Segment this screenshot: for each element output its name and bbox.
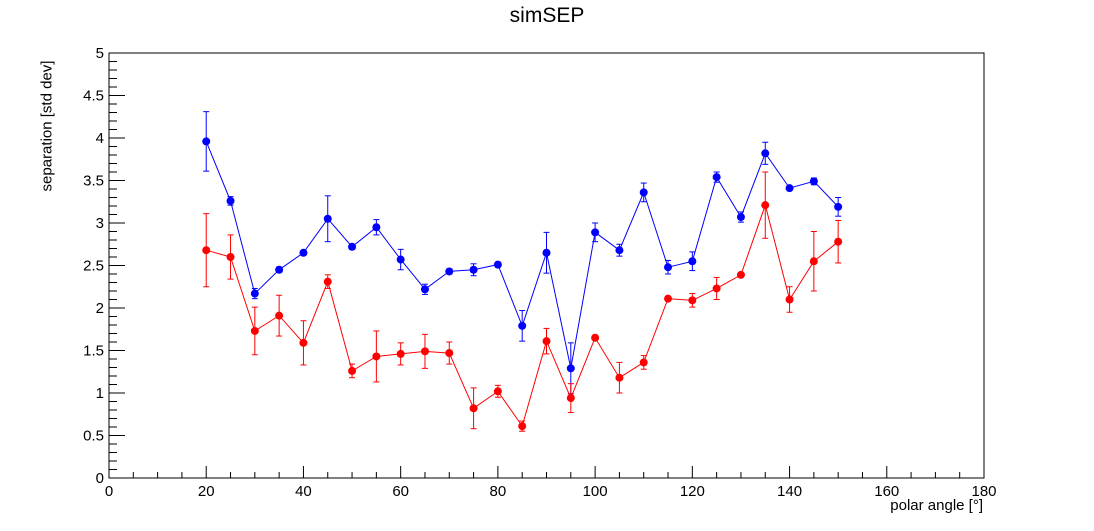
data-point [736, 213, 745, 222]
y-tick-label: 2 [96, 300, 104, 317]
y-tick-label: 2.5 [83, 258, 104, 275]
data-point [518, 321, 527, 330]
data-point [493, 387, 502, 396]
data-point [542, 337, 551, 346]
data-point [761, 201, 770, 210]
y-tick-label: 0 [96, 470, 104, 487]
data-point [688, 296, 697, 305]
data-point [469, 404, 478, 413]
data-point [348, 366, 357, 375]
data-point [615, 246, 624, 255]
data-point [250, 326, 259, 335]
data-point [202, 137, 211, 146]
data-point [250, 289, 259, 298]
y-tick-label: 4.5 [83, 88, 104, 105]
data-point [372, 223, 381, 232]
data-point [785, 295, 794, 304]
x-tick-label: 20 [198, 483, 215, 500]
data-point [639, 188, 648, 197]
data-point [323, 214, 332, 223]
chart-title: simSEP [509, 4, 585, 27]
data-point [445, 349, 454, 358]
data-point [299, 338, 308, 347]
data-point [275, 265, 284, 274]
data-point [372, 352, 381, 361]
y-tick-label: 5 [96, 45, 104, 62]
data-point [202, 246, 211, 255]
data-point [712, 173, 721, 182]
data-point [664, 294, 673, 303]
data-point [664, 263, 673, 272]
data-point [542, 248, 551, 257]
data-point [566, 364, 575, 373]
data-point [275, 311, 284, 320]
data-point [712, 284, 721, 293]
data-point [591, 333, 600, 342]
data-point [469, 265, 478, 274]
data-point [785, 184, 794, 193]
data-point [396, 349, 405, 358]
y-tick-label: 3 [96, 215, 104, 232]
y-tick-label: 4 [96, 130, 104, 147]
x-tick-label: 120 [680, 483, 705, 500]
y-tick-label: 3.5 [83, 173, 104, 190]
data-point [420, 285, 429, 294]
data-point [323, 277, 332, 286]
x-tick-label: 180 [971, 483, 996, 500]
series-layer [202, 111, 843, 432]
data-point [226, 253, 235, 261]
data-point [226, 196, 235, 205]
data-point [591, 228, 600, 237]
x-tick-label: 100 [583, 483, 608, 500]
data-point [299, 248, 308, 257]
x-tick-label: 80 [490, 483, 507, 500]
data-point [639, 358, 648, 367]
data-point [348, 242, 357, 251]
x-tick-label: 160 [874, 483, 899, 500]
y-tick-label: 1 [96, 385, 104, 402]
x-tick-label: 0 [105, 483, 113, 500]
data-point [396, 255, 405, 264]
data-point [834, 237, 843, 246]
data-point [420, 347, 429, 356]
data-point [518, 422, 527, 431]
data-point [809, 177, 818, 186]
y-tick-label: 1.5 [83, 343, 104, 360]
data-point [445, 267, 454, 276]
data-point [834, 202, 843, 211]
data-point [736, 270, 745, 279]
x-tick-label: 40 [295, 483, 312, 500]
data-point [809, 257, 818, 266]
y-tick-label: 0.5 [83, 428, 104, 445]
x-tick-label: 60 [392, 483, 409, 500]
data-point [615, 373, 624, 382]
data-point [761, 149, 770, 158]
x-axis-label: polar angle [°] [890, 497, 983, 514]
data-point [566, 394, 575, 403]
data-point [493, 260, 502, 269]
x-tick-label: 140 [777, 483, 802, 500]
data-point [688, 257, 697, 266]
axes: 0 20 40 60 80 100 120 140 160 180 0 0.5 1 1.5 2 2.5 3 3.5… [83, 45, 996, 500]
